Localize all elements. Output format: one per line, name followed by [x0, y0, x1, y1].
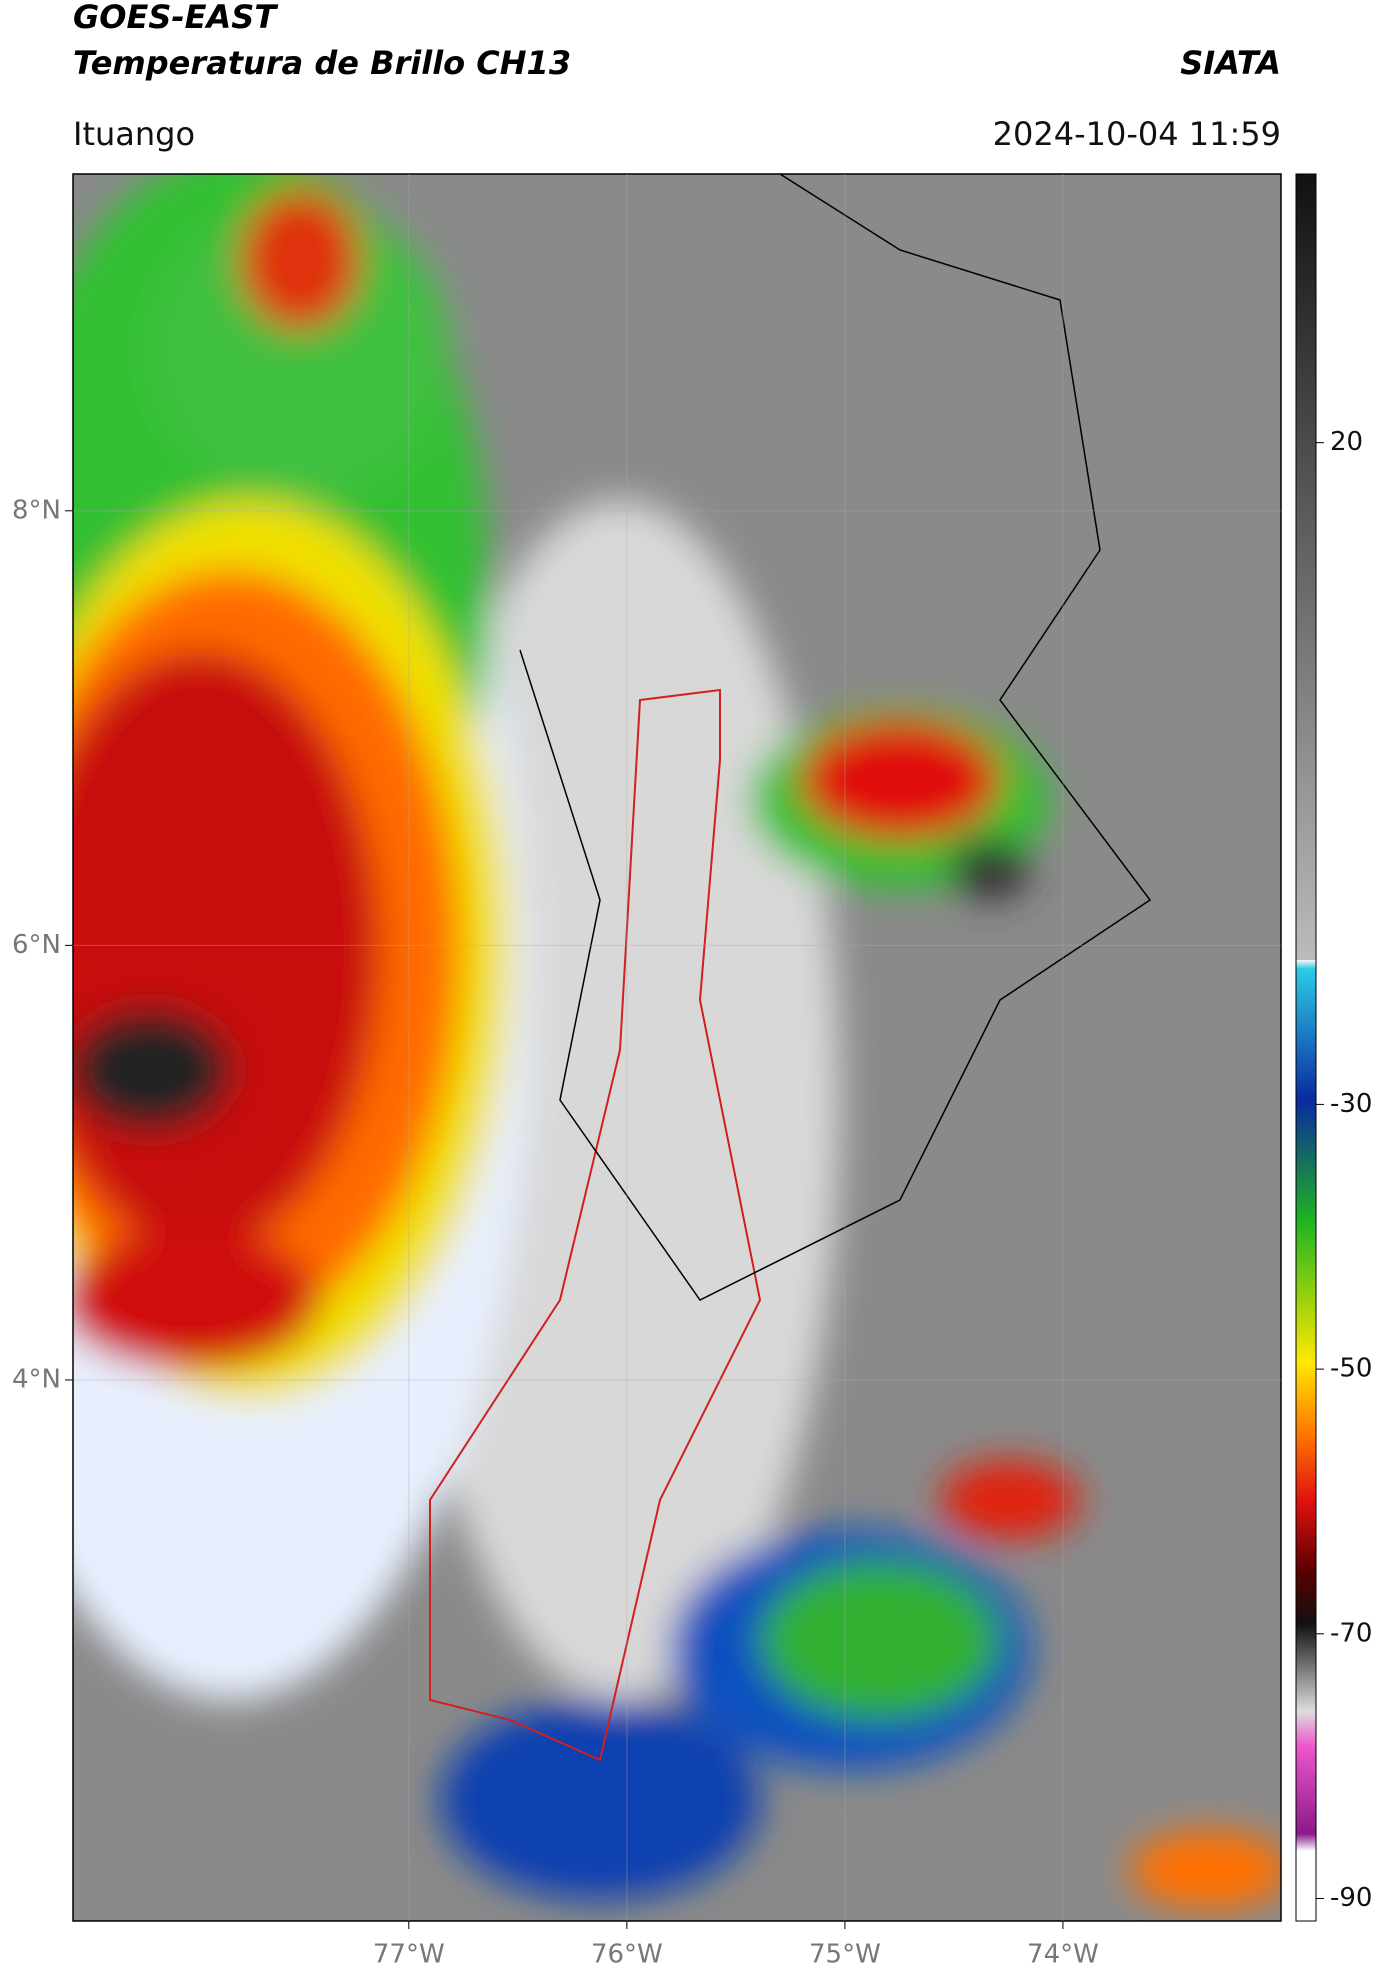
colorbar-tick-label: -50 — [1330, 1354, 1372, 1384]
map-frame — [72, 173, 1282, 1922]
y-tick-label: 6°N — [12, 930, 61, 960]
x-tick-label: 75°W — [809, 1940, 881, 1970]
colorbar — [1295, 173, 1317, 1922]
location: Ituango — [73, 115, 195, 153]
y-tick-label: 4°N — [12, 1364, 61, 1394]
subtitle: Temperatura de Brillo CH13 — [73, 44, 571, 82]
title: GOES-EAST — [73, 0, 278, 36]
datetime: 2024-10-04 11:59 — [993, 115, 1281, 153]
x-tick-label: 74°W — [1027, 1940, 1099, 1970]
colorbar-tick-label: -70 — [1330, 1618, 1372, 1648]
brand: SIATA — [1180, 44, 1281, 82]
colorbar-tick-label: -30 — [1330, 1089, 1372, 1119]
colorbar-tick-label: 20 — [1330, 427, 1363, 457]
y-tick-label: 8°N — [12, 495, 61, 525]
satellite-image — [73, 174, 1281, 1921]
colorbar-tick-label: -90 — [1330, 1883, 1372, 1913]
x-tick-label: 76°W — [591, 1940, 663, 1970]
x-tick-label: 77°W — [373, 1940, 445, 1970]
